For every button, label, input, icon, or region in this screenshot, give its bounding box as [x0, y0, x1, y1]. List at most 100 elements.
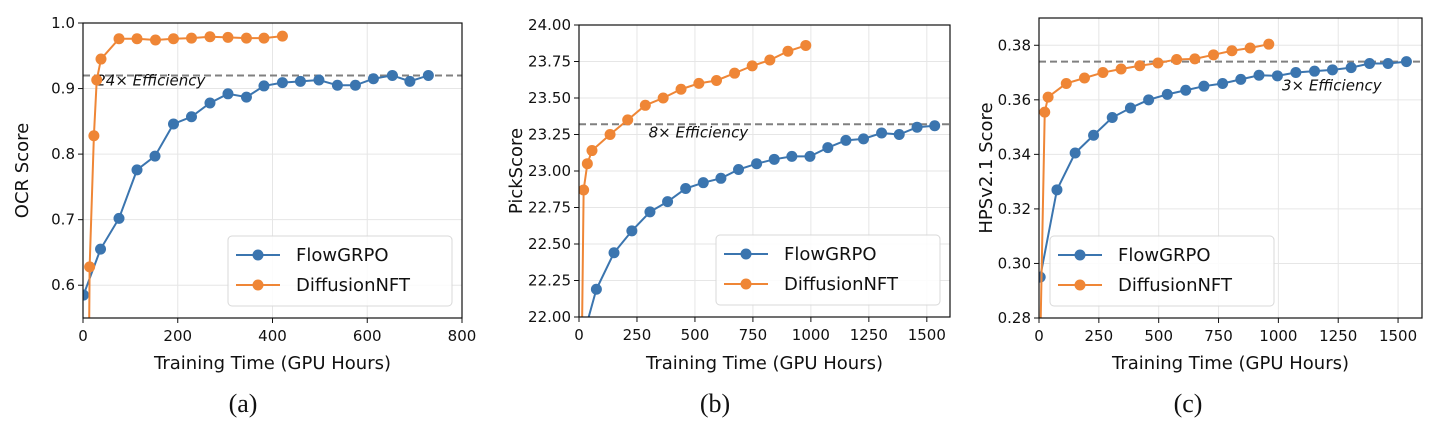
y-tick-label: 22.00	[528, 308, 571, 326]
data-point-DiffusionNFT	[711, 74, 723, 86]
legend-label-FlowGRPO: FlowGRPO	[1118, 245, 1211, 266]
data-point-DiffusionNFT	[88, 130, 100, 142]
legend: FlowGRPO DiffusionNFT	[1049, 235, 1275, 307]
data-point-FlowGRPO	[1364, 58, 1376, 70]
data-point-DiffusionNFT	[1189, 53, 1201, 65]
data-point-DiffusionNFT	[586, 145, 598, 157]
data-point-FlowGRPO	[83, 289, 89, 301]
data-point-DiffusionNFT	[1226, 45, 1238, 57]
data-point-FlowGRPO	[680, 183, 692, 195]
data-point-DiffusionNFT	[1134, 60, 1146, 72]
data-point-FlowGRPO	[1039, 271, 1046, 283]
legend-label-FlowGRPO: FlowGRPO	[296, 245, 389, 266]
efficiency-annotation: 8× Efficiency	[649, 123, 750, 141]
data-point-FlowGRPO	[768, 153, 780, 165]
x-tick-label: 200	[163, 327, 192, 345]
data-point-DiffusionNFT	[1171, 53, 1183, 65]
data-point-FlowGRPO	[404, 75, 416, 87]
legend: FlowGRPO DiffusionNFT	[715, 234, 941, 306]
data-point-DiffusionNFT	[622, 114, 634, 126]
data-point-FlowGRPO	[95, 243, 107, 255]
data-point-FlowGRPO	[876, 127, 888, 139]
data-point-DiffusionNFT	[581, 158, 593, 170]
data-point-DiffusionNFT	[800, 39, 812, 51]
data-point-FlowGRPO	[113, 212, 125, 224]
data-point-FlowGRPO	[240, 91, 252, 103]
data-point-DiffusionNFT	[1208, 49, 1220, 61]
x-tick-label: 250	[623, 326, 652, 344]
data-point-DiffusionNFT	[657, 92, 669, 104]
y-tick-label: 0.30	[998, 254, 1031, 272]
data-point-DiffusionNFT	[1097, 67, 1109, 79]
data-point-DiffusionNFT	[83, 378, 94, 389]
data-point-FlowGRPO	[131, 164, 143, 176]
data-point-FlowGRPO	[840, 134, 852, 146]
x-tick-label: 600	[353, 327, 382, 345]
data-point-DiffusionNFT	[579, 184, 590, 196]
x-tick-label: 1500	[908, 326, 946, 344]
x-tick-label: 500	[1144, 327, 1173, 345]
data-point-FlowGRPO	[1271, 70, 1283, 82]
data-point-FlowGRPO	[1309, 65, 1321, 77]
data-point-DiffusionNFT	[222, 31, 234, 43]
y-tick-label: 22.50	[528, 235, 571, 253]
y-axis-label: OCR Score	[12, 123, 33, 218]
data-point-DiffusionNFT	[240, 32, 252, 44]
data-point-DiffusionNFT	[204, 31, 216, 43]
legend-marker-FlowGRPO	[1074, 249, 1086, 261]
legend-label-DiffusionNFT: DiffusionNFT	[296, 275, 411, 296]
x-tick-label: 1000	[1259, 327, 1297, 345]
data-point-FlowGRPO	[1124, 102, 1136, 114]
data-point-FlowGRPO	[294, 75, 306, 87]
y-tick-label: 1.0	[51, 14, 75, 32]
data-point-DiffusionNFT	[1263, 38, 1275, 50]
data-point-FlowGRPO	[929, 120, 941, 132]
y-tick-label: 23.00	[528, 162, 571, 180]
legend-marker-DiffusionNFT	[1074, 279, 1086, 291]
data-point-FlowGRPO	[185, 111, 197, 123]
data-point-FlowGRPO	[1217, 77, 1229, 89]
y-tick-label: 0.28	[998, 309, 1031, 327]
data-point-FlowGRPO	[1382, 58, 1394, 70]
data-point-DiffusionNFT	[1042, 91, 1054, 103]
x-axis-label: Training Time (GPU Hours)	[1111, 353, 1349, 374]
x-tick-label: 1250	[1319, 327, 1357, 345]
efficiency-annotation: 3× Efficiency	[1282, 76, 1383, 94]
series-group	[579, 39, 941, 317]
series-group	[83, 30, 434, 389]
y-tick-label: 0.9	[51, 80, 75, 98]
legend-marker-DiffusionNFT	[252, 279, 264, 291]
data-point-FlowGRPO	[276, 77, 288, 89]
legend-label-FlowGRPO: FlowGRPO	[784, 244, 877, 265]
subplot-caption: (b)	[700, 389, 730, 418]
data-point-FlowGRPO	[1326, 64, 1338, 76]
data-point-FlowGRPO	[715, 172, 727, 184]
data-point-FlowGRPO	[751, 158, 763, 170]
data-point-FlowGRPO	[386, 69, 398, 81]
data-point-FlowGRPO	[1143, 94, 1155, 106]
x-tick-label: 500	[681, 326, 710, 344]
y-tick-label: 0.6	[51, 276, 75, 294]
data-point-FlowGRPO	[349, 79, 361, 91]
data-point-DiffusionNFT	[729, 67, 741, 79]
data-point-FlowGRPO	[1198, 80, 1210, 92]
y-axis-label: PickScore	[506, 128, 527, 214]
data-point-DiffusionNFT	[1060, 77, 1072, 89]
data-point-DiffusionNFT	[675, 83, 687, 95]
x-tick-label: 400	[258, 327, 287, 345]
data-point-DiffusionNFT	[149, 34, 161, 46]
x-tick-label: 1500	[1379, 327, 1417, 345]
data-point-DiffusionNFT	[1244, 42, 1256, 54]
data-point-FlowGRPO	[822, 142, 834, 154]
data-point-DiffusionNFT	[1152, 57, 1164, 69]
data-point-FlowGRPO	[590, 283, 602, 295]
data-point-DiffusionNFT	[782, 45, 794, 57]
data-point-FlowGRPO	[331, 79, 343, 91]
data-point-DiffusionNFT	[764, 54, 776, 66]
y-tick-label: 22.75	[528, 199, 571, 217]
data-point-DiffusionNFT	[604, 129, 616, 140]
data-point-FlowGRPO	[804, 150, 816, 162]
x-tick-label: 800	[448, 327, 477, 345]
data-point-FlowGRPO	[222, 88, 234, 100]
data-point-FlowGRPO	[893, 129, 905, 140]
